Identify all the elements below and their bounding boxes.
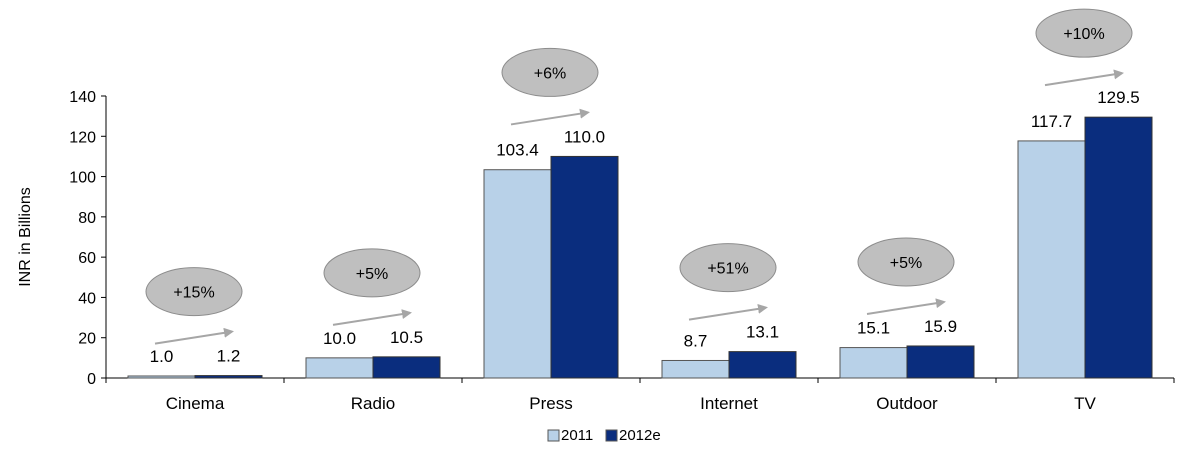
legend-swatch-2011: [547, 429, 560, 442]
growth-arrow: [1044, 69, 1124, 87]
data-label-2011: 103.4: [496, 141, 539, 160]
growth-arrow: [866, 298, 946, 315]
growth-bubble: [145, 267, 243, 317]
data-label-2012e: 13.1: [746, 323, 779, 342]
growth-label: +15%: [173, 285, 214, 302]
legend-swatch-2012e: [605, 429, 618, 442]
bar-2011: [1017, 140, 1086, 379]
bar-2011: [305, 357, 374, 379]
data-label-2011: 117.7: [1031, 112, 1072, 131]
growth-arrow: [510, 108, 590, 126]
growth-label: +51%: [707, 261, 748, 278]
data-label-2012e: 1.2: [217, 347, 241, 366]
x-category-label: Radio: [351, 394, 395, 413]
growth-bubble: [1035, 8, 1133, 58]
y-tick-label: 40: [78, 290, 96, 307]
bar-2012e: [372, 356, 441, 379]
data-label-2011: 15.1: [857, 319, 890, 338]
y-tick-label: 0: [87, 371, 96, 388]
growth-label: +6%: [534, 65, 566, 82]
bar-2011: [661, 359, 730, 379]
x-category-label: Press: [529, 394, 572, 413]
y-tick-label: 120: [69, 129, 96, 146]
growth-label: +5%: [890, 255, 922, 272]
data-label-2011: 10.0: [323, 329, 356, 348]
growth-arrow: [688, 303, 768, 321]
y-tick-label: 80: [78, 210, 96, 227]
y-tick-label: 100: [69, 170, 96, 187]
legend-label-2011: 2011: [561, 427, 593, 444]
y-tick-label: 60: [78, 250, 96, 267]
bar-2012e: [550, 155, 619, 379]
data-label-2012e: 15.9: [924, 317, 957, 336]
data-label-2011: 8.7: [684, 331, 708, 350]
growth-bubble: [501, 47, 599, 97]
bar-2011: [127, 375, 196, 379]
bar-2011: [839, 347, 908, 379]
y-tick-label: 140: [69, 89, 96, 106]
bar-2012e: [194, 375, 263, 379]
growth-label: +5%: [356, 266, 388, 283]
data-label-2012e: 10.5: [390, 328, 423, 347]
growth-bubble: [679, 243, 777, 293]
data-label-2011: 1.0: [150, 347, 174, 366]
growth-bubble: [323, 248, 421, 298]
y-axis-title: INR in Billions: [17, 187, 34, 287]
growth-bubble: [857, 237, 955, 287]
data-label-2012e: 110.0: [564, 127, 605, 146]
legend-label-2012e: 2012e: [619, 427, 661, 444]
bar-2012e: [1084, 116, 1153, 379]
growth-label: +10%: [1063, 26, 1104, 43]
bar-2011: [483, 169, 552, 379]
x-category-label: Internet: [700, 394, 758, 413]
y-tick-label: 20: [78, 331, 96, 348]
x-category-label: Cinema: [166, 394, 225, 413]
bar-2012e: [906, 345, 975, 379]
bar-2012e: [728, 351, 797, 379]
growth-arrow: [332, 309, 412, 326]
growth-arrow: [154, 327, 234, 345]
x-category-label: TV: [1074, 394, 1096, 413]
x-category-label: Outdoor: [876, 394, 938, 413]
data-label-2012e: 129.5: [1097, 88, 1140, 107]
